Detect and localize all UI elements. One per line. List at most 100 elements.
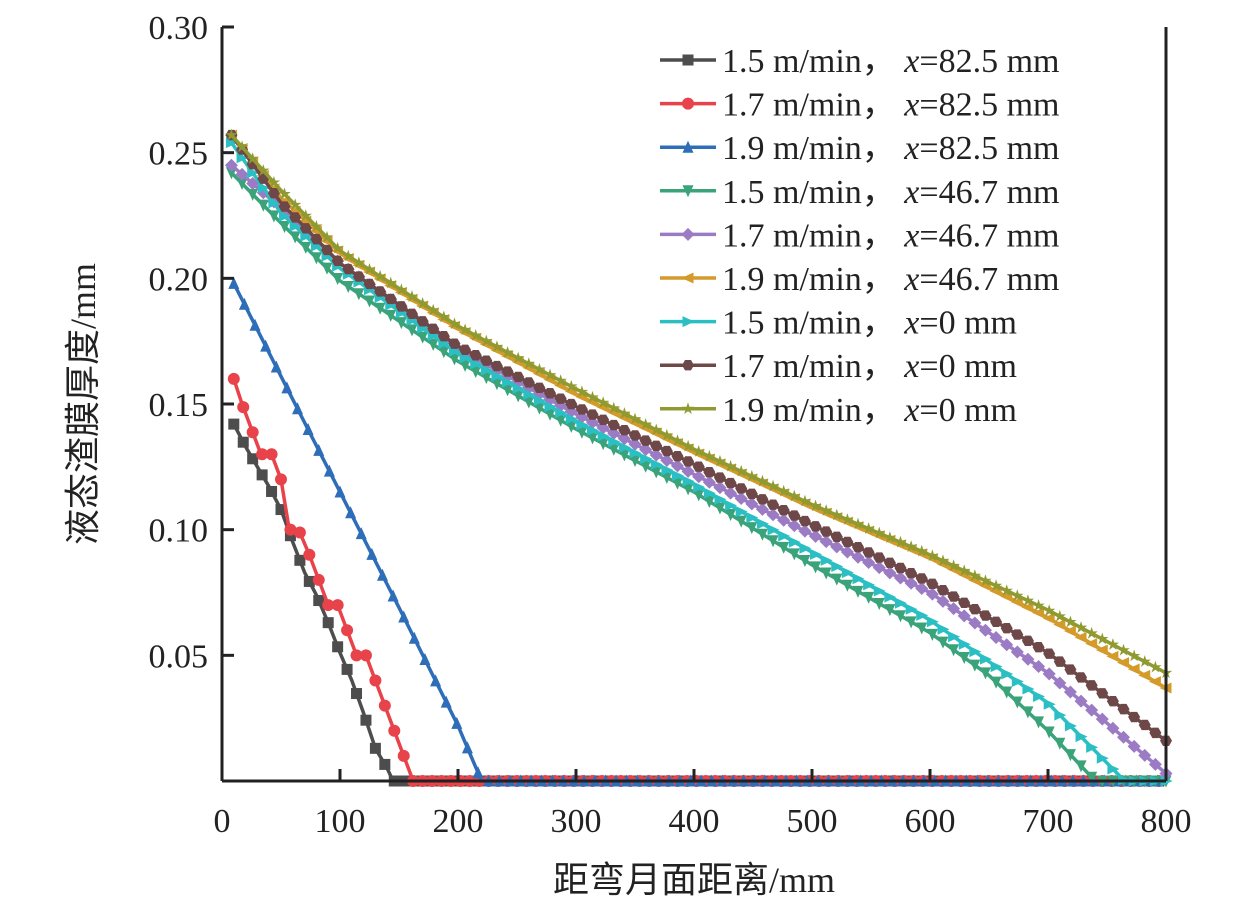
data-point bbox=[1106, 721, 1120, 735]
data-point bbox=[416, 296, 429, 309]
data-point bbox=[353, 288, 365, 301]
data-point bbox=[597, 414, 610, 426]
data-point bbox=[265, 448, 278, 461]
data-point bbox=[851, 550, 865, 564]
data-point bbox=[608, 443, 620, 456]
data-point bbox=[512, 382, 525, 394]
data-point bbox=[1138, 748, 1152, 762]
data-point bbox=[777, 484, 790, 497]
data-point bbox=[628, 412, 642, 425]
data-point bbox=[895, 597, 907, 609]
data-point bbox=[862, 555, 876, 569]
data-point bbox=[1117, 643, 1130, 656]
data-point bbox=[459, 344, 472, 356]
data-point bbox=[480, 364, 493, 376]
data-point bbox=[767, 499, 780, 510]
data-point bbox=[310, 252, 322, 265]
data-point bbox=[905, 568, 918, 579]
data-point bbox=[873, 526, 886, 539]
legend-label: 1.7 m/min， x=0 mm bbox=[722, 348, 1017, 385]
data-point bbox=[756, 518, 769, 530]
data-point bbox=[766, 508, 780, 522]
data-point bbox=[830, 531, 843, 542]
data-point bbox=[1042, 604, 1056, 616]
data-point bbox=[713, 472, 726, 483]
data-point bbox=[275, 504, 287, 516]
data-point bbox=[692, 470, 706, 484]
data-point bbox=[294, 554, 306, 566]
data-point bbox=[480, 372, 492, 385]
data-point bbox=[650, 466, 662, 479]
data-point bbox=[735, 506, 748, 518]
data-point bbox=[767, 535, 779, 548]
data-point bbox=[1095, 644, 1108, 656]
data-point bbox=[257, 182, 270, 194]
data-point bbox=[430, 674, 442, 687]
data-point bbox=[448, 317, 461, 330]
data-point bbox=[714, 502, 726, 515]
data-point bbox=[470, 365, 482, 378]
series-8 bbox=[225, 129, 1172, 746]
data-point bbox=[395, 301, 408, 312]
data-point bbox=[608, 436, 621, 448]
data-point bbox=[1075, 760, 1087, 773]
data-point bbox=[363, 278, 376, 290]
data-point bbox=[289, 220, 302, 232]
data-point bbox=[288, 198, 302, 211]
y-tick-label: 0.20 bbox=[149, 261, 209, 298]
data-point bbox=[670, 459, 684, 473]
data-point bbox=[895, 610, 906, 623]
data-point bbox=[379, 758, 391, 770]
series-7 bbox=[225, 137, 1173, 787]
data-point bbox=[387, 589, 399, 602]
data-point bbox=[597, 430, 610, 442]
legend-item: 1.7 m/min， x=0 mm bbox=[660, 348, 1017, 385]
data-point bbox=[629, 447, 642, 459]
data-point bbox=[1149, 727, 1162, 739]
data-point bbox=[958, 651, 970, 664]
data-point bbox=[310, 220, 323, 232]
data-point bbox=[480, 355, 493, 366]
data-point bbox=[692, 444, 705, 457]
data-point bbox=[501, 366, 514, 377]
x-tick-label: 100 bbox=[315, 803, 366, 840]
data-point bbox=[364, 295, 375, 308]
data-point bbox=[1096, 688, 1109, 699]
data-point bbox=[281, 381, 293, 394]
data-point bbox=[523, 396, 535, 409]
data-point bbox=[894, 571, 907, 585]
data-point bbox=[270, 360, 282, 373]
data-point bbox=[533, 395, 546, 407]
data-point bbox=[256, 469, 268, 481]
data-point bbox=[331, 599, 344, 612]
data-point bbox=[565, 398, 578, 410]
data-point bbox=[235, 167, 249, 181]
data-point bbox=[461, 741, 473, 754]
data-point bbox=[501, 345, 514, 358]
data-point bbox=[341, 624, 354, 637]
data-point bbox=[904, 540, 918, 553]
data-point bbox=[820, 567, 832, 580]
data-point bbox=[437, 310, 451, 323]
data-point bbox=[480, 334, 493, 347]
data-point bbox=[671, 451, 684, 462]
data-point bbox=[228, 276, 240, 289]
data-point bbox=[1063, 625, 1076, 637]
data-point bbox=[1117, 657, 1130, 669]
data-point bbox=[398, 610, 410, 623]
legend-label: 1.9 m/min， x=82.5 mm bbox=[722, 130, 1059, 167]
data-point bbox=[1138, 669, 1151, 681]
data-point bbox=[831, 561, 844, 573]
data-point bbox=[351, 688, 363, 700]
data-point bbox=[1021, 652, 1035, 666]
legend-item: 1.9 m/min， x=82.5 mm bbox=[660, 130, 1059, 167]
data-point bbox=[332, 641, 344, 653]
series-line bbox=[230, 133, 1167, 675]
data-point bbox=[724, 486, 738, 500]
x-tick-label: 400 bbox=[669, 803, 720, 840]
data-point bbox=[359, 649, 372, 662]
data-point bbox=[1117, 703, 1130, 715]
data-point bbox=[342, 280, 354, 293]
data-point bbox=[639, 443, 653, 457]
data-point bbox=[989, 631, 1003, 645]
